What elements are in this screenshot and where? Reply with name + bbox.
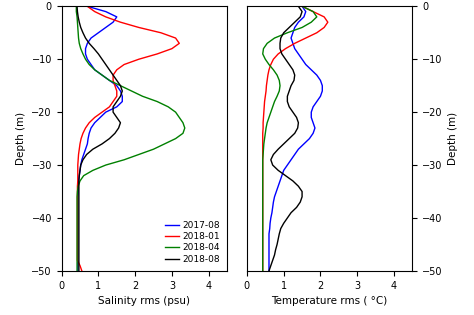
2018-08 — [119, 89, 125, 93]
2018-04 — [277, 84, 283, 88]
2018-08 — [76, 179, 82, 183]
2018-08 — [288, 84, 294, 88]
2018-01 — [260, 195, 265, 199]
2017-08 — [88, 63, 94, 66]
2018-04 — [74, 269, 80, 273]
2017-08 — [75, 269, 81, 273]
2018-01 — [79, 269, 85, 273]
2018-01 — [77, 264, 83, 267]
2018-04 — [128, 89, 134, 93]
2018-08 — [299, 195, 305, 199]
2018-04 — [74, 195, 80, 199]
2018-01 — [299, 4, 305, 8]
2018-04 — [118, 84, 123, 88]
2018-08 — [290, 179, 296, 183]
2018-01 — [121, 63, 127, 66]
Line: 2018-04: 2018-04 — [263, 6, 317, 271]
X-axis label: Salinity rms (psu): Salinity rms (psu) — [98, 296, 191, 306]
2017-08 — [319, 84, 325, 88]
2017-08 — [266, 269, 272, 273]
X-axis label: Temperature rms ( °C): Temperature rms ( °C) — [272, 296, 388, 306]
2018-08 — [103, 63, 109, 66]
2017-08 — [114, 84, 119, 88]
2018-08 — [118, 84, 123, 88]
2018-01 — [268, 63, 273, 66]
2018-01 — [84, 4, 90, 8]
2018-01 — [264, 84, 269, 88]
Legend: 2017-08, 2018-01, 2018-04, 2018-08: 2017-08, 2018-01, 2018-04, 2018-08 — [163, 218, 223, 266]
2018-01 — [74, 195, 80, 199]
2018-08 — [268, 264, 273, 267]
2018-08 — [286, 63, 292, 66]
Y-axis label: Depth (m): Depth (m) — [16, 112, 26, 165]
2018-01 — [75, 179, 81, 183]
2018-04 — [266, 63, 272, 66]
2018-04 — [74, 264, 80, 267]
2017-08 — [118, 89, 123, 93]
Line: 2018-08: 2018-08 — [269, 6, 302, 271]
2018-04 — [260, 179, 265, 183]
2017-08 — [277, 179, 283, 183]
Y-axis label: Depth (m): Depth (m) — [448, 112, 458, 165]
2018-04 — [260, 269, 265, 273]
2018-08 — [74, 4, 80, 8]
2018-04 — [276, 89, 282, 93]
2018-04 — [260, 195, 265, 199]
2018-01 — [260, 264, 265, 267]
Line: 2018-08: 2018-08 — [77, 6, 122, 271]
2018-08 — [286, 89, 292, 93]
2017-08 — [84, 4, 90, 8]
2018-08 — [296, 4, 301, 8]
2018-01 — [263, 89, 269, 93]
2018-04 — [86, 63, 92, 66]
2018-01 — [260, 179, 265, 183]
2018-04 — [260, 264, 265, 267]
2018-08 — [76, 269, 82, 273]
2017-08 — [266, 264, 272, 267]
Line: 2017-08: 2017-08 — [269, 6, 322, 271]
2018-08 — [266, 269, 272, 273]
Line: 2018-01: 2018-01 — [77, 6, 179, 271]
2018-01 — [114, 89, 119, 93]
2017-08 — [75, 195, 81, 199]
2018-04 — [77, 179, 83, 183]
Line: 2018-04: 2018-04 — [76, 6, 185, 271]
2017-08 — [76, 179, 82, 183]
2018-01 — [112, 84, 118, 88]
2017-08 — [319, 89, 325, 93]
2018-01 — [260, 269, 265, 273]
2018-04 — [299, 4, 305, 8]
Line: 2017-08: 2017-08 — [78, 6, 122, 271]
2018-04 — [73, 4, 79, 8]
2017-08 — [299, 4, 305, 8]
2018-08 — [76, 264, 82, 267]
Line: 2018-01: 2018-01 — [263, 6, 328, 271]
2017-08 — [272, 195, 277, 199]
2018-08 — [76, 195, 82, 199]
2017-08 — [75, 264, 81, 267]
2017-08 — [303, 63, 309, 66]
